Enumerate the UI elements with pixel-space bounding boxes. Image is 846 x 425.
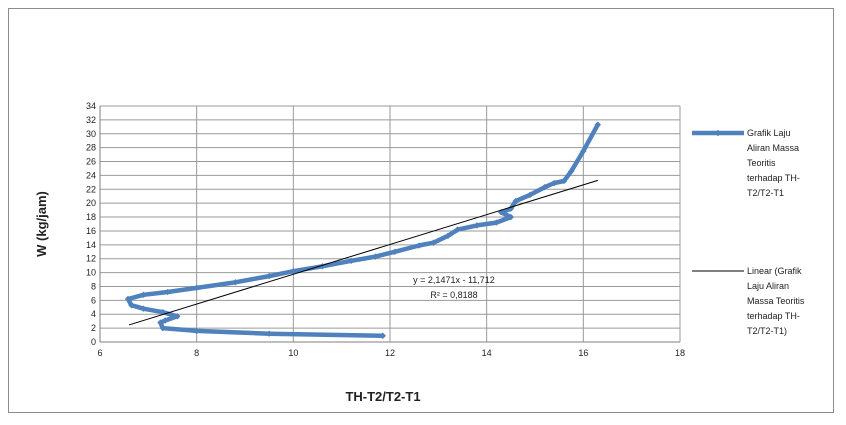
data-point (493, 219, 500, 226)
data-point (444, 232, 452, 239)
y-tick-label: 10 (86, 268, 96, 278)
trendline-r-squared: R² = 0,8188 (430, 290, 477, 300)
y-tick-label: 20 (86, 198, 96, 208)
data-point (379, 332, 386, 339)
y-tick-label: 4 (91, 309, 96, 319)
legend-label-line: Aliran Massa (747, 143, 799, 153)
legend-label-line: Teoritis (747, 158, 776, 168)
legend-label-line: terhadap TH- (747, 173, 800, 183)
data-point (473, 222, 481, 229)
data-point (568, 168, 575, 175)
data-point (541, 184, 548, 191)
data-point (140, 305, 147, 312)
data-point (594, 121, 602, 128)
series-line (125, 122, 601, 339)
data-point (174, 313, 181, 320)
data-point (551, 179, 558, 187)
data-point (454, 226, 461, 233)
data-point (157, 319, 164, 326)
series-layer (124, 121, 602, 339)
legend-label-line: terhadap TH- (747, 311, 800, 321)
legend: Grafik Laju Aliran Massa Teoritis terhadap … (692, 128, 805, 336)
x-tick-label: 8 (194, 348, 199, 358)
data-point (193, 284, 200, 292)
data-point (348, 257, 355, 264)
y-tick-label: 6 (91, 295, 96, 305)
data-point (391, 248, 399, 255)
x-tick-label: 18 (675, 348, 685, 358)
y-tick-label: 2 (91, 323, 96, 333)
data-point (415, 242, 423, 249)
legend-label-line: T2/T2-T1) (747, 326, 787, 336)
y-tick-label: 24 (86, 170, 96, 180)
legend-label-line: T2/T2-T1 (747, 188, 784, 198)
legend-label-line: Grafik Laju (747, 128, 791, 138)
x-axis-title: TH-T2/T2-T1 (345, 389, 420, 404)
data-point (265, 272, 273, 280)
trendline (128, 179, 598, 326)
x-tick-label: 14 (482, 348, 492, 358)
y-tick-label: 32 (86, 115, 96, 125)
data-point (162, 317, 169, 324)
data-point (140, 291, 147, 298)
data-point (193, 327, 200, 335)
data-point (124, 295, 132, 303)
x-tick-label: 16 (578, 348, 588, 358)
y-tick-label: 22 (86, 184, 96, 194)
data-point (512, 197, 519, 205)
legend-swatch-marker (714, 129, 722, 137)
data-point (159, 324, 167, 332)
data-point (507, 213, 515, 221)
x-tick-label: 10 (288, 348, 298, 358)
data-point (526, 191, 534, 199)
y-tick-label: 12 (86, 254, 96, 264)
legend-label-line: Laju Aliran (747, 281, 789, 291)
data-point (290, 268, 297, 275)
y-tick-label: 30 (86, 129, 96, 139)
y-tick-label: 16 (86, 226, 96, 236)
y-tick-label: 8 (91, 281, 96, 291)
data-point (430, 239, 437, 246)
chart-frame (8, 8, 834, 413)
legend-label-line: Linear (Grafik (747, 266, 802, 276)
y-tick-label: 0 (91, 337, 96, 347)
y-tick-label: 28 (86, 143, 96, 153)
y-tick-label: 18 (86, 212, 96, 222)
y-tick-label: 34 (86, 101, 96, 111)
y-axis-title: W (kg/jam) (34, 191, 49, 257)
data-point (372, 253, 379, 260)
data-point (560, 177, 568, 185)
x-tick-label: 12 (385, 348, 395, 358)
legend-label-line: Massa Teoritis (747, 296, 805, 306)
x-tick-label: 6 (97, 348, 102, 358)
y-tick-label: 26 (86, 157, 96, 167)
data-point (128, 302, 135, 309)
data-point (265, 330, 273, 337)
data-point (507, 205, 515, 212)
data-point (232, 279, 239, 286)
trendline-equation: y = 2,1471x - 11,712 (413, 275, 495, 285)
y-tick-label: 14 (86, 240, 96, 250)
data-point (580, 147, 587, 155)
data-point (164, 288, 171, 296)
trendline-annotation: y = 2,1471x - 11,712 R² = 0,8188 (413, 275, 495, 300)
